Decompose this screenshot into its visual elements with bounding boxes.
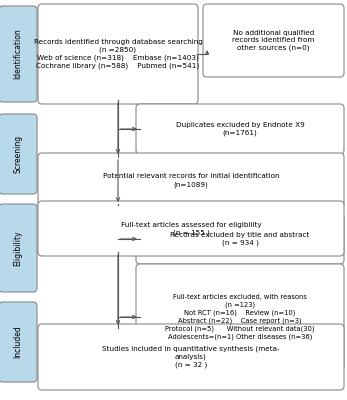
Text: Records excluded by title and abstract
(n = 934 ): Records excluded by title and abstract (…	[170, 232, 310, 246]
FancyBboxPatch shape	[136, 264, 344, 370]
Text: Records identified through database searching
(n =2850)
Web of science (n=318)  : Records identified through database sear…	[34, 39, 202, 69]
Text: Duplicates excluded by Endnote X9
(n=1761): Duplicates excluded by Endnote X9 (n=176…	[176, 122, 304, 136]
FancyBboxPatch shape	[0, 6, 37, 102]
FancyBboxPatch shape	[203, 4, 344, 77]
Text: Included: Included	[14, 326, 23, 358]
FancyBboxPatch shape	[136, 214, 344, 264]
FancyBboxPatch shape	[38, 324, 344, 390]
Text: Full-text articles excluded, with reasons
(n =123)
Not RCT (n=16)    Review (n=1: Full-text articles excluded, with reason…	[165, 294, 315, 340]
FancyBboxPatch shape	[38, 153, 344, 208]
FancyBboxPatch shape	[136, 104, 344, 154]
Text: Full-text articles assessed for eligibility
(n = 155 ): Full-text articles assessed for eligibil…	[121, 222, 261, 236]
FancyBboxPatch shape	[38, 201, 344, 256]
FancyBboxPatch shape	[38, 4, 198, 104]
FancyBboxPatch shape	[0, 302, 37, 382]
Text: Eligibility: Eligibility	[14, 230, 23, 266]
Text: Potential relevant records for initial identification
(n=1089): Potential relevant records for initial i…	[103, 174, 279, 188]
Text: Identification: Identification	[14, 29, 23, 79]
Text: Screening: Screening	[14, 135, 23, 173]
FancyBboxPatch shape	[0, 114, 37, 194]
FancyBboxPatch shape	[0, 204, 37, 292]
Text: Studies included in quantitative synthesis (meta-
analysis)
(n = 32 ): Studies included in quantitative synthes…	[102, 346, 280, 368]
Text: No additional qualified
records identified from
other sources (n=0): No additional qualified records identifi…	[232, 30, 315, 51]
